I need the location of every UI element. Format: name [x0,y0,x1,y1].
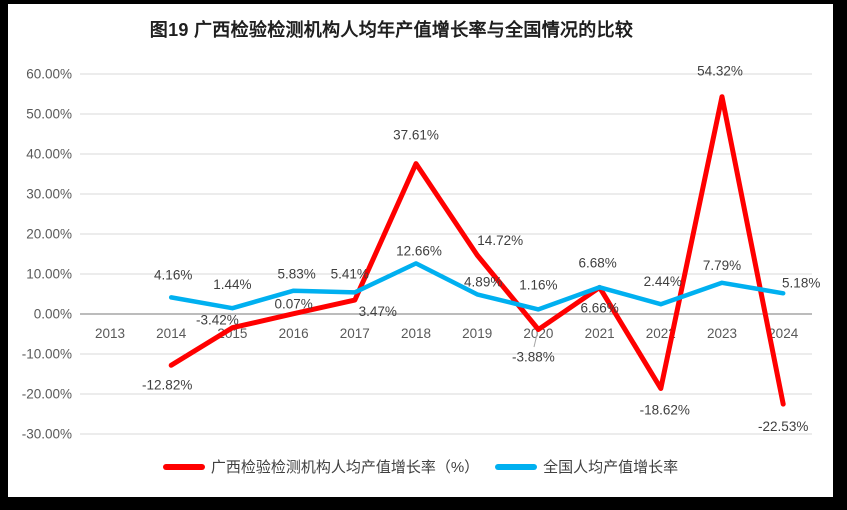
legend-label-national: 全国人均产值增长率 [543,459,679,476]
data-label: -3.88% [512,350,555,365]
data-label: -22.53% [758,419,808,434]
series-line-guangxi [168,94,786,407]
data-label: 2.44% [644,274,682,289]
legend-item-national: 全国人均产值增长率 [495,456,678,477]
data-label: 1.44% [213,277,251,292]
data-label: 6.66% [580,300,618,315]
data-label: 3.47% [359,304,397,319]
legend-label-guangxi: 广西检验检测机构人均产值增长率（%） [210,459,480,476]
x-tick-label: 2016 [279,326,309,341]
data-label-leader-line [533,329,539,348]
data-label: 6.68% [578,255,616,270]
series-line-national [168,261,786,312]
data-label: 14.72% [477,233,523,248]
x-tick-label: 2022 [646,326,676,341]
data-label: 7.79% [703,258,741,273]
data-label: 5.18% [782,275,820,290]
x-tick-label: 2017 [340,326,370,341]
x-tick-label: 2021 [585,326,615,341]
data-label: 4.89% [464,274,502,289]
x-tick-label: 2013 [95,326,125,341]
data-label: 12.66% [396,243,442,258]
x-tick-label: 2020 [523,326,553,341]
data-label: 1.16% [519,277,557,292]
y-tick-label: 30.00% [26,187,72,202]
x-axis-labels: 2013 2014 2015 2016 2017 2018 2019 2020 2021 2022… [95,326,799,341]
data-label: 4.16% [154,267,192,282]
x-tick-label: 2024 [768,326,799,341]
y-tick-label: -30.00% [22,427,72,442]
legend-swatch-blue-line-icon [495,463,538,470]
chart-title: 图19 广西检验检测机构人均年产值增长率与全国情况的比较 [149,20,634,40]
chart-page: 图19 广西检验检测机构人均年产值增长率与全国情况的比较 60.00% 50.00… [8,4,833,497]
x-tick-label: 2023 [707,326,737,341]
y-tick-label: 60.00% [26,67,72,82]
legend-item-guangxi: 广西检验检测机构人均产值增长率（%） [162,456,480,477]
line-chart: 60.00% 50.00% 40.00% 30.00% 20.00% 10.00% 0.00… [22,64,821,442]
data-label: 54.32% [697,64,743,79]
data-label: 5.41% [331,266,369,281]
chart-legend: 广西检验检测机构人均产值增长率（%） 全国人均产值增长率 [8,456,833,477]
x-tick-label: 2019 [462,326,492,341]
y-tick-label: 0.00% [34,307,72,322]
x-tick-label: 2014 [156,326,187,341]
legend-swatch-red-line-icon [162,463,205,470]
y-tick-label: -10.00% [22,347,72,362]
data-label: -12.82% [142,377,192,392]
y-tick-label: 50.00% [26,107,72,122]
data-label: 0.07% [274,297,312,312]
data-label: -3.42% [196,313,239,328]
data-label: 37.61% [393,128,439,143]
y-tick-label: 20.00% [26,227,72,242]
gridlines [80,73,812,435]
y-axis-tick-labels: 60.00% 50.00% 40.00% 30.00% 20.00% 10.00% 0.00… [22,67,72,442]
data-labels-guangxi: -12.82% -3.42% 0.07% 3.47% 37.61% 14.72% -3.88… [142,64,808,434]
y-tick-label: -20.00% [22,387,72,402]
data-labels-national: 4.16% 1.44% 5.83% 5.41% 12.66% 4.89% 1.16% 6.68… [154,243,820,292]
data-label: 5.83% [277,267,315,282]
y-tick-label: 10.00% [26,267,72,282]
data-label: -18.62% [640,402,690,417]
y-tick-label: 40.00% [26,147,72,162]
x-tick-label: 2018 [401,326,431,341]
